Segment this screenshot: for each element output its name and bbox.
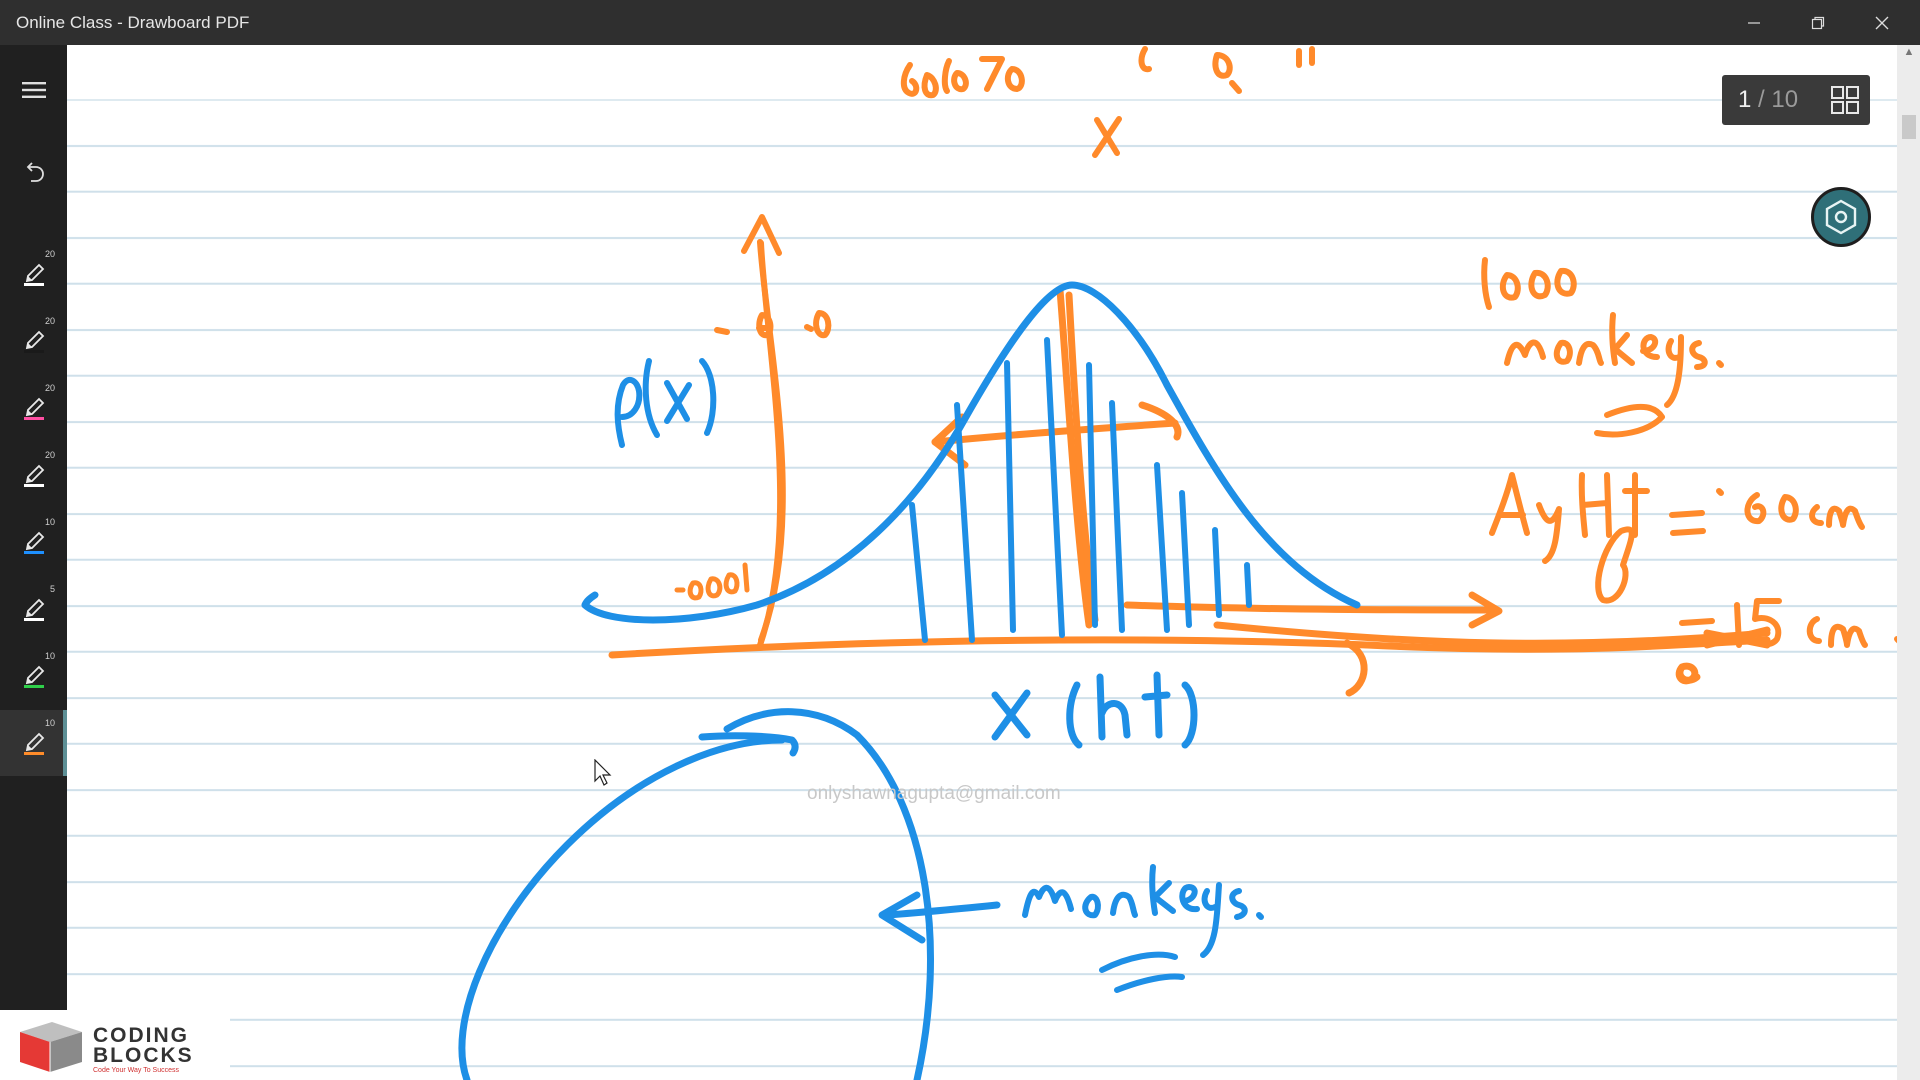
pen-size-label: 10 [44,718,55,728]
page-indicator[interactable]: 1 / 10 [1722,75,1870,125]
pen-size-label: 10 [44,651,55,661]
vertical-scrollbar[interactable] [1897,45,1920,1080]
undo-icon [26,162,44,182]
ink-label-fx [614,358,717,448]
pen-icon [23,263,44,286]
pen-size-label: 20 [44,450,55,460]
pen-tool-2[interactable]: 20 [0,308,67,374]
pen-size-label: 20 [44,316,55,326]
logo-tagline: Code Your Way To Success [93,1067,179,1074]
pen-size-label: 5 [49,584,55,594]
pen-icon [23,732,44,755]
ink-bell-curve [581,281,1361,624]
total-pages: 10 [1771,86,1799,113]
title-bar: Online Class - Drawboard PDF [0,0,1920,45]
pdf-page-canvas[interactable] [67,45,1897,1080]
menu-icon [21,82,46,98]
email-watermark: onlyshawnagupta@gmail.com [807,783,1061,804]
ink-y-tick-0.001 [674,562,750,601]
thumbnail-grid-button[interactable] [1830,85,1860,120]
pen-icon [23,665,44,688]
pen-size-label: 20 [44,383,55,393]
pen-icon [23,397,44,420]
pen-tool-1[interactable]: 20 [0,241,67,307]
ink-annotation-monkeys [1022,864,1264,993]
coding-blocks-logo: CODING BLOCKS Code Your Way To Success [0,1010,230,1080]
minimize-button[interactable] [1722,0,1786,45]
ink-label-x-ht [991,671,1198,749]
pen-tool-3[interactable]: 20 [0,375,67,441]
close-icon [1875,16,1889,29]
restore-button[interactable] [1786,0,1850,45]
pen-icon [23,531,44,554]
scrollbar-thumb[interactable] [1902,115,1916,139]
ink-axis-numbers-top [900,46,1315,158]
pen-tool-5[interactable]: 10 [0,509,67,575]
ruler-hex-icon [1825,199,1857,235]
cube-logo-icon [20,1022,82,1072]
current-page: 1 [1738,86,1752,113]
logo-line-1: CODING [93,1024,189,1047]
pen-tool-4[interactable]: 20 [0,442,67,508]
window-title: Online Class - Drawboard PDF [16,13,250,32]
pen-icon [23,598,44,621]
menu-button[interactable] [0,57,67,123]
mouse-cursor-icon [594,759,612,786]
ink-annotation-1000-monkeys [1481,257,1724,438]
handwritten-ink-drawing [458,46,1897,1080]
page-count: 1 / 10 [1738,86,1798,114]
tool-sidebar: 20 20 20 20 10 5 10 10 [0,45,67,1010]
pen-icon [23,464,44,487]
pen-tool-7[interactable]: 10 [0,643,67,709]
scroll-up-icon[interactable]: ▲ [1903,46,1915,58]
undo-button[interactable] [0,140,67,206]
ink-annotation-avg-ht [1489,472,1897,648]
page-separator: / [1758,86,1765,113]
close-button[interactable] [1850,0,1914,45]
restore-icon [1811,16,1825,29]
ink-y-axis [714,214,832,648]
pen-size-label: 20 [44,249,55,259]
pen-tool-8[interactable]: 10 [0,710,67,776]
pen-size-label: 10 [44,517,55,527]
ink-mean-line [931,286,1182,629]
grid-icon [1831,86,1859,114]
ink-histogram-bars [909,337,1252,643]
ink-population-circle [458,708,1001,1080]
minimize-icon [1748,21,1760,24]
pen-tool-6[interactable]: 5 [0,576,67,642]
pen-icon [23,330,44,353]
floating-action-button[interactable] [1811,187,1871,247]
logo-line-2: BLOCKS [93,1044,194,1067]
